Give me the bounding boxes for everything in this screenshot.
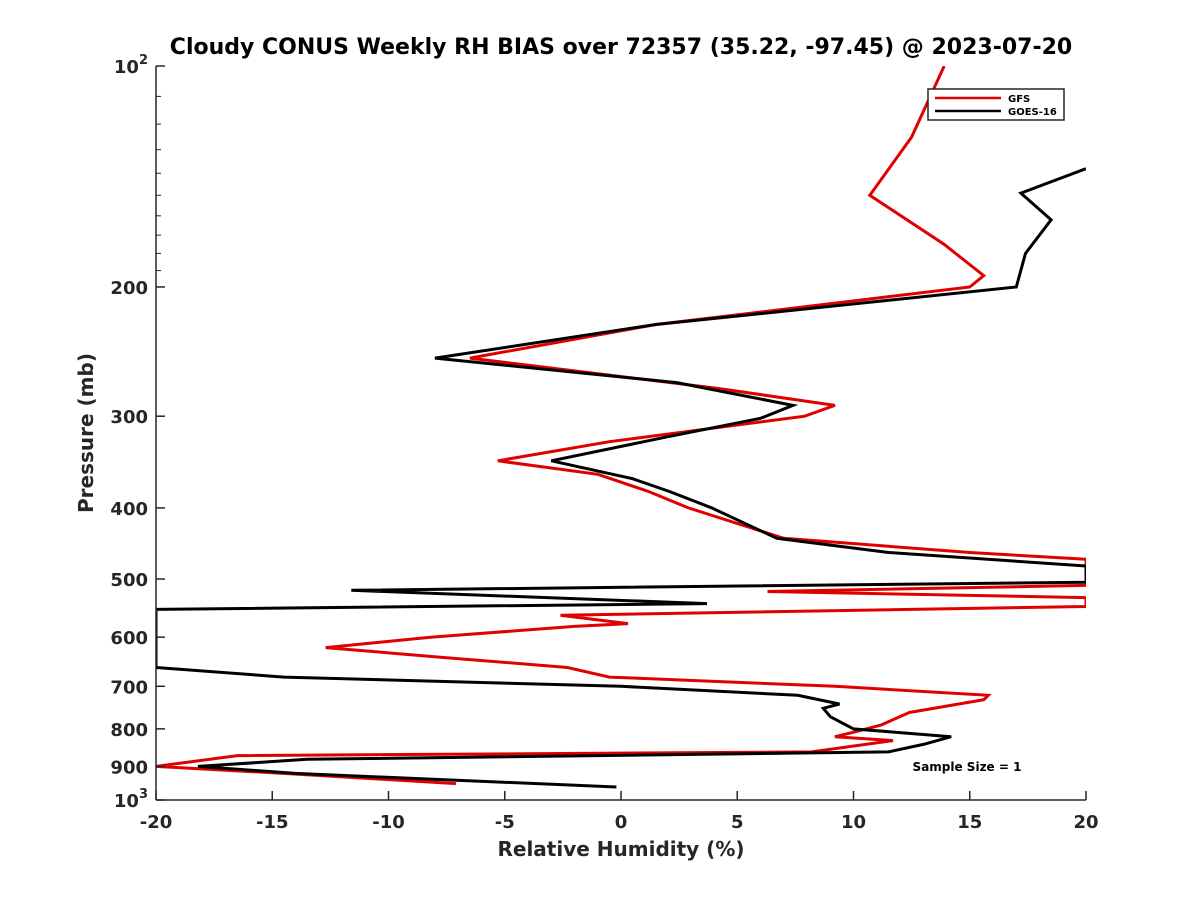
y-tick-label: 900 [110,757,148,778]
chart-title: Cloudy CONUS Weekly RH BIAS over 72357 (… [170,35,1072,60]
x-tick-label: -20 [140,812,173,833]
legend-box [927,88,1065,121]
y-axis-label: Pressure (mb) [74,353,98,513]
y-tick-label: 600 [110,628,148,649]
y-tick-label: 200 [110,278,148,299]
series-line-1 [156,66,1086,786]
y-tick-label: 700 [110,677,148,698]
x-tick-label: 5 [731,812,744,833]
legend-label-2: GOES-16 [1008,107,1057,118]
y-tick-label: 400 [110,499,148,520]
x-tick-label: 20 [1073,812,1098,833]
y-tick-label: 103 [114,787,148,812]
x-axis-label: Relative Humidity (%) [497,837,744,861]
series-line-2 [156,167,1086,789]
legend: GFS GOES-16 [927,88,1065,121]
x-tick-label: 15 [957,812,982,833]
legend-label-1: GFS [1008,94,1030,105]
y-tick-label: 800 [110,720,148,741]
y-tick-label: 102 [114,53,148,78]
sample-size-annotation: Sample Size = 1 [913,760,1022,774]
x-tick-label: -10 [372,812,405,833]
y-tick-label: 500 [110,570,148,591]
x-tick-label: 0 [615,812,628,833]
x-tick-label: -15 [256,812,289,833]
x-tick-label: -5 [495,812,515,833]
axes-layer: -20 -15 -10 -5 0 5 10 15 20 102 200 300 400 500 600 700… [110,53,1098,833]
x-tick-label: 10 [841,812,866,833]
y-tick-label: 300 [110,407,148,428]
series-layer [156,66,1086,789]
